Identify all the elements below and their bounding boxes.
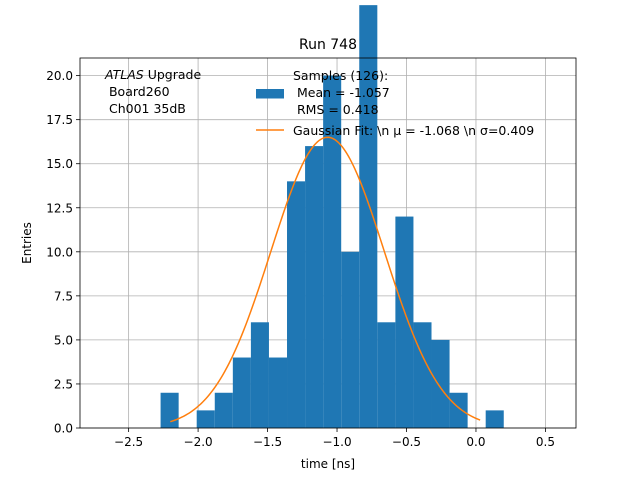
histogram-bar — [214, 392, 233, 428]
histogram-bar — [232, 357, 251, 428]
legend-samples-line-2: Mean = -1.057 — [293, 85, 390, 100]
y-tick-label: 17.5 — [46, 113, 73, 127]
legend-histogram-patch — [256, 89, 284, 99]
channel-label: Ch001 35dB — [105, 101, 186, 116]
y-tick-label: 12.5 — [46, 201, 73, 215]
plot-frame — [79, 57, 577, 429]
board-label: Board260 — [105, 84, 170, 99]
legend-samples-line-3: RMS = 0.418 — [293, 102, 379, 117]
histogram-bar — [431, 339, 450, 428]
y-tick-label: 15.0 — [46, 157, 73, 171]
x-tick-label: 0.0 — [466, 435, 485, 449]
legend-fit-text: Gaussian Fit: \n μ = -1.068 \n σ=0.409 — [293, 123, 534, 138]
histogram-bar — [359, 5, 378, 429]
histogram-bar — [250, 322, 269, 428]
x-tick-label: 0.5 — [536, 435, 555, 449]
legend-samples-line-1: Samples (126): — [293, 68, 388, 83]
atlas-annotation: ATLAS Upgrade Board260 Ch001 35dB — [104, 67, 201, 116]
y-tick-label: 20.0 — [46, 69, 73, 83]
x-tick-label: −2.0 — [184, 435, 213, 449]
x-tick-label: −2.5 — [114, 435, 143, 449]
x-tick-label: −0.5 — [392, 435, 421, 449]
histogram-bar — [323, 75, 342, 428]
y-axis-ticks: 0.0 2.5 5.0 7.5 10.0 12.5 15.0 17.5 20.0 — [46, 69, 80, 436]
histogram-bar — [196, 410, 215, 428]
histogram-bar — [395, 216, 414, 428]
histogram-bar — [449, 392, 468, 428]
y-tick-label: 2.5 — [54, 377, 73, 391]
histogram-bar — [305, 146, 324, 428]
x-axis-label: time [ns] — [301, 457, 355, 471]
y-tick-label: 7.5 — [54, 289, 73, 303]
x-axis-ticks: −2.5 −2.0 −1.5 −1.0 −0.5 0.0 0.5 — [114, 428, 555, 449]
y-tick-label: 5.0 — [54, 333, 73, 347]
chart-title: Run 748 — [299, 37, 357, 53]
gaussian-fit-curve — [170, 136, 481, 423]
x-tick-label: −1.0 — [322, 435, 351, 449]
histogram-bar — [287, 181, 306, 428]
histogram-bars — [160, 5, 504, 429]
histogram-bar — [413, 322, 432, 428]
upgrade-label: Upgrade — [144, 67, 202, 82]
svg-text:ATLAS Upgrade: ATLAS Upgrade — [104, 67, 201, 82]
y-tick-label: 0.0 — [54, 422, 73, 436]
y-tick-label: 10.0 — [46, 245, 73, 259]
y-axis-label: Entries — [20, 222, 34, 264]
atlas-label: ATLAS — [104, 67, 144, 82]
histogram-bar — [485, 410, 504, 428]
histogram-bar — [377, 322, 396, 428]
histogram-bar — [160, 392, 179, 428]
legend: Samples (126): Mean = -1.057 RMS = 0.418… — [256, 68, 534, 138]
histogram-bar — [341, 251, 360, 428]
histogram-bar — [268, 357, 288, 428]
x-tick-label: −1.5 — [253, 435, 282, 449]
